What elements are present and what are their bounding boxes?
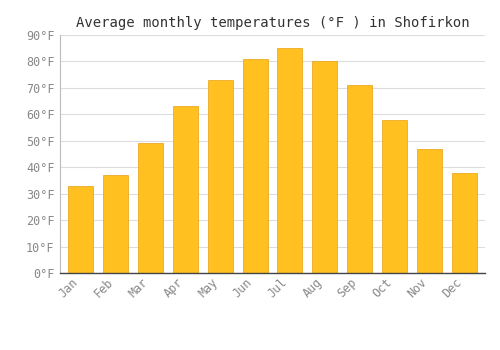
Bar [173,106,198,273]
Bar [103,175,128,273]
Bar [278,48,302,273]
Bar [138,144,163,273]
Bar [416,149,442,273]
Bar [208,80,233,273]
Bar [242,59,268,273]
Bar [68,186,94,273]
Bar [452,173,476,273]
Title: Average monthly temperatures (°F ) in Shofirkon: Average monthly temperatures (°F ) in Sh… [76,16,469,30]
Bar [312,62,338,273]
Bar [382,120,407,273]
Bar [347,85,372,273]
